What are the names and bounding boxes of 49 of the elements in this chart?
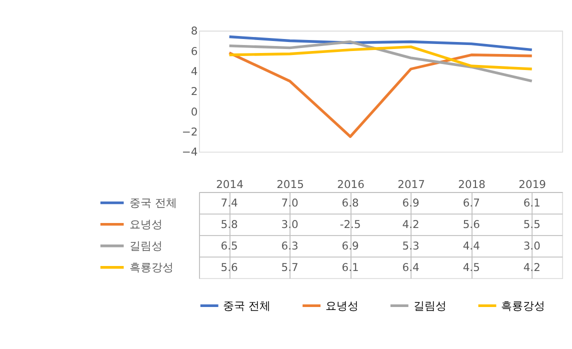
y-tick-label: 4 [190, 65, 198, 78]
x-tick-label: 2018 [458, 178, 486, 192]
y-tick-label: −4 [182, 146, 198, 159]
y-tick-label: −2 [182, 126, 198, 139]
data-label: 3.0 [523, 239, 541, 252]
legend-label: 중국 전체 [130, 196, 177, 210]
data-label: 6.8 [342, 196, 360, 210]
y-tick-label: 6 [190, 44, 198, 58]
data-label: -2.5 [340, 218, 361, 231]
data-label: 6.3 [281, 239, 298, 252]
x-tick-label: 2015 [276, 178, 304, 192]
data-label: 4.5 [462, 260, 480, 274]
line-series [228, 52, 534, 138]
text: 흑룡강성 [501, 299, 546, 312]
data-label: 4.4 [462, 239, 480, 252]
data-label: 6.4 [402, 260, 420, 274]
text: 요녕성 [325, 299, 358, 312]
y-tick-label: 0 [190, 105, 198, 118]
data-label: 6.9 [402, 196, 420, 210]
line-series [228, 35, 534, 52]
data-label: 6.1 [523, 196, 540, 210]
data-label: 4.2 [523, 260, 540, 274]
data-label: 6.1 [342, 260, 359, 274]
data-label: 5.6 [220, 260, 238, 274]
data-label: 6.9 [342, 239, 360, 252]
x-tick-label: 2017 [398, 178, 425, 192]
data-label: 5.5 [523, 218, 540, 231]
data-label: 7.0 [281, 196, 299, 210]
legend-label: 길림성 [130, 239, 163, 252]
legend-label: 요녕성 [130, 218, 163, 231]
text: 중국 전체 [223, 299, 271, 312]
x-tick-label: 2019 [518, 178, 546, 192]
data-label: 4.2 [402, 218, 420, 231]
data-label: 5.6 [462, 218, 480, 231]
line-series [228, 45, 534, 70]
x-tick-label: 2014 [216, 178, 244, 192]
data-label: 7.4 [220, 196, 238, 210]
y-tick-label: 2 [190, 85, 198, 98]
data-label: 3.0 [281, 218, 299, 231]
line-series [228, 40, 534, 82]
data-label: 5.3 [402, 239, 420, 252]
data-label: 5.8 [220, 218, 238, 231]
x-tick-label: 2016 [337, 178, 365, 192]
y-tick-label: 8 [190, 24, 198, 38]
text: 길림성 [413, 299, 446, 312]
legend-label: 흑룡강성 [130, 260, 174, 274]
data-label: 6.5 [220, 239, 238, 252]
data-label: 6.7 [462, 196, 480, 210]
data-label: 5.7 [281, 260, 298, 274]
